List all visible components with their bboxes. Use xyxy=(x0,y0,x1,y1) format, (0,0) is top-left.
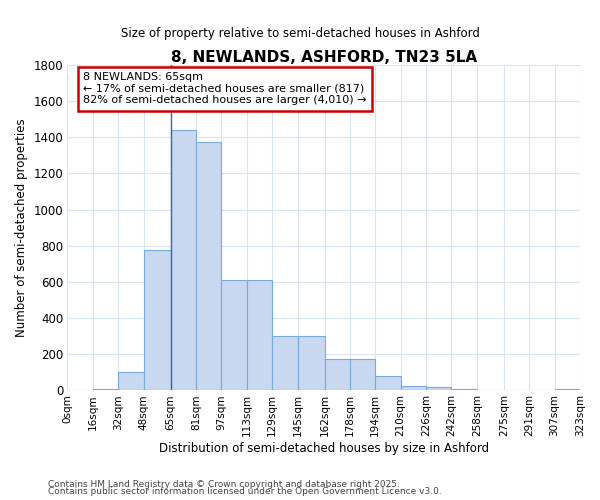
Text: Size of property relative to semi-detached houses in Ashford: Size of property relative to semi-detach… xyxy=(121,28,479,40)
Text: Contains public sector information licensed under the Open Government Licence v3: Contains public sector information licen… xyxy=(48,487,442,496)
Title: 8, NEWLANDS, ASHFORD, TN23 5LA: 8, NEWLANDS, ASHFORD, TN23 5LA xyxy=(170,50,477,65)
Bar xyxy=(451,389,477,390)
Bar xyxy=(170,130,196,390)
X-axis label: Distribution of semi-detached houses by size in Ashford: Distribution of semi-detached houses by … xyxy=(158,442,489,455)
Bar xyxy=(247,280,272,390)
Bar xyxy=(401,386,426,390)
Bar xyxy=(118,372,143,390)
Bar xyxy=(93,389,118,390)
Bar xyxy=(196,142,221,390)
Bar xyxy=(221,280,247,390)
Y-axis label: Number of semi-detached properties: Number of semi-detached properties xyxy=(15,118,28,337)
Bar xyxy=(350,358,376,390)
Text: 8 NEWLANDS: 65sqm
← 17% of semi-detached houses are smaller (817)
82% of semi-de: 8 NEWLANDS: 65sqm ← 17% of semi-detached… xyxy=(83,72,367,106)
Bar xyxy=(298,336,325,390)
Bar xyxy=(376,376,401,390)
Text: Contains HM Land Registry data © Crown copyright and database right 2025.: Contains HM Land Registry data © Crown c… xyxy=(48,480,400,489)
Bar xyxy=(325,358,350,390)
Bar xyxy=(143,250,170,390)
Bar xyxy=(272,336,298,390)
Bar xyxy=(426,388,451,390)
Bar xyxy=(554,389,580,390)
